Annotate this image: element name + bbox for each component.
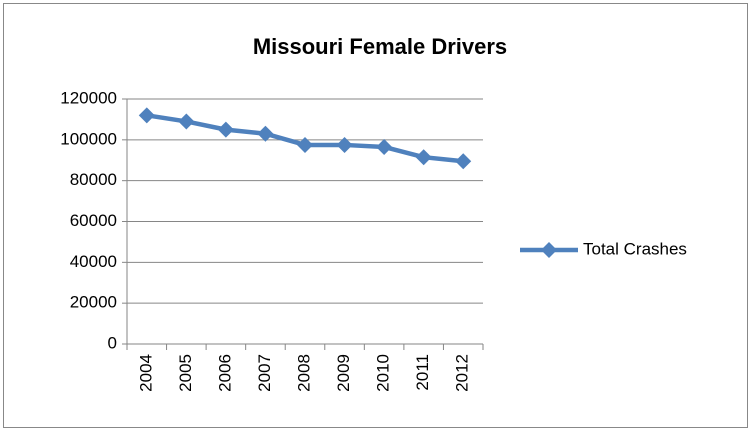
- point-marker: [455, 153, 472, 170]
- x-tick-label: 2008: [294, 354, 313, 392]
- x-tick-label: 2009: [334, 354, 353, 392]
- point-marker: [217, 121, 234, 138]
- y-tick-label: 20000: [70, 293, 117, 312]
- y-tick-label: 80000: [70, 170, 117, 189]
- y-tick-label: 40000: [70, 252, 117, 271]
- point-marker: [376, 138, 393, 155]
- x-tick-label: 2010: [374, 354, 393, 392]
- point-marker: [415, 149, 432, 166]
- x-tick-label: 2012: [453, 354, 472, 392]
- y-tick-label: 100000: [60, 129, 117, 148]
- chart-title: Missouri Female Drivers: [253, 34, 507, 59]
- x-tick-label: 2005: [176, 354, 195, 392]
- x-tick-label: 2007: [255, 354, 274, 392]
- point-marker: [178, 113, 195, 130]
- point-marker: [138, 107, 155, 124]
- point-marker: [336, 136, 353, 153]
- point-marker: [297, 136, 313, 153]
- legend-label: Total Crashes: [583, 239, 687, 258]
- point-marker: [257, 125, 274, 142]
- x-tick-label: 2004: [136, 354, 155, 392]
- y-tick-label: 0: [108, 333, 117, 352]
- y-tick-label: 120000: [60, 88, 117, 107]
- x-tick-label: 2011: [413, 354, 432, 391]
- x-tick-label: 2006: [215, 354, 234, 392]
- y-tick-label: 60000: [70, 211, 117, 230]
- legend-swatch-marker: [541, 242, 557, 258]
